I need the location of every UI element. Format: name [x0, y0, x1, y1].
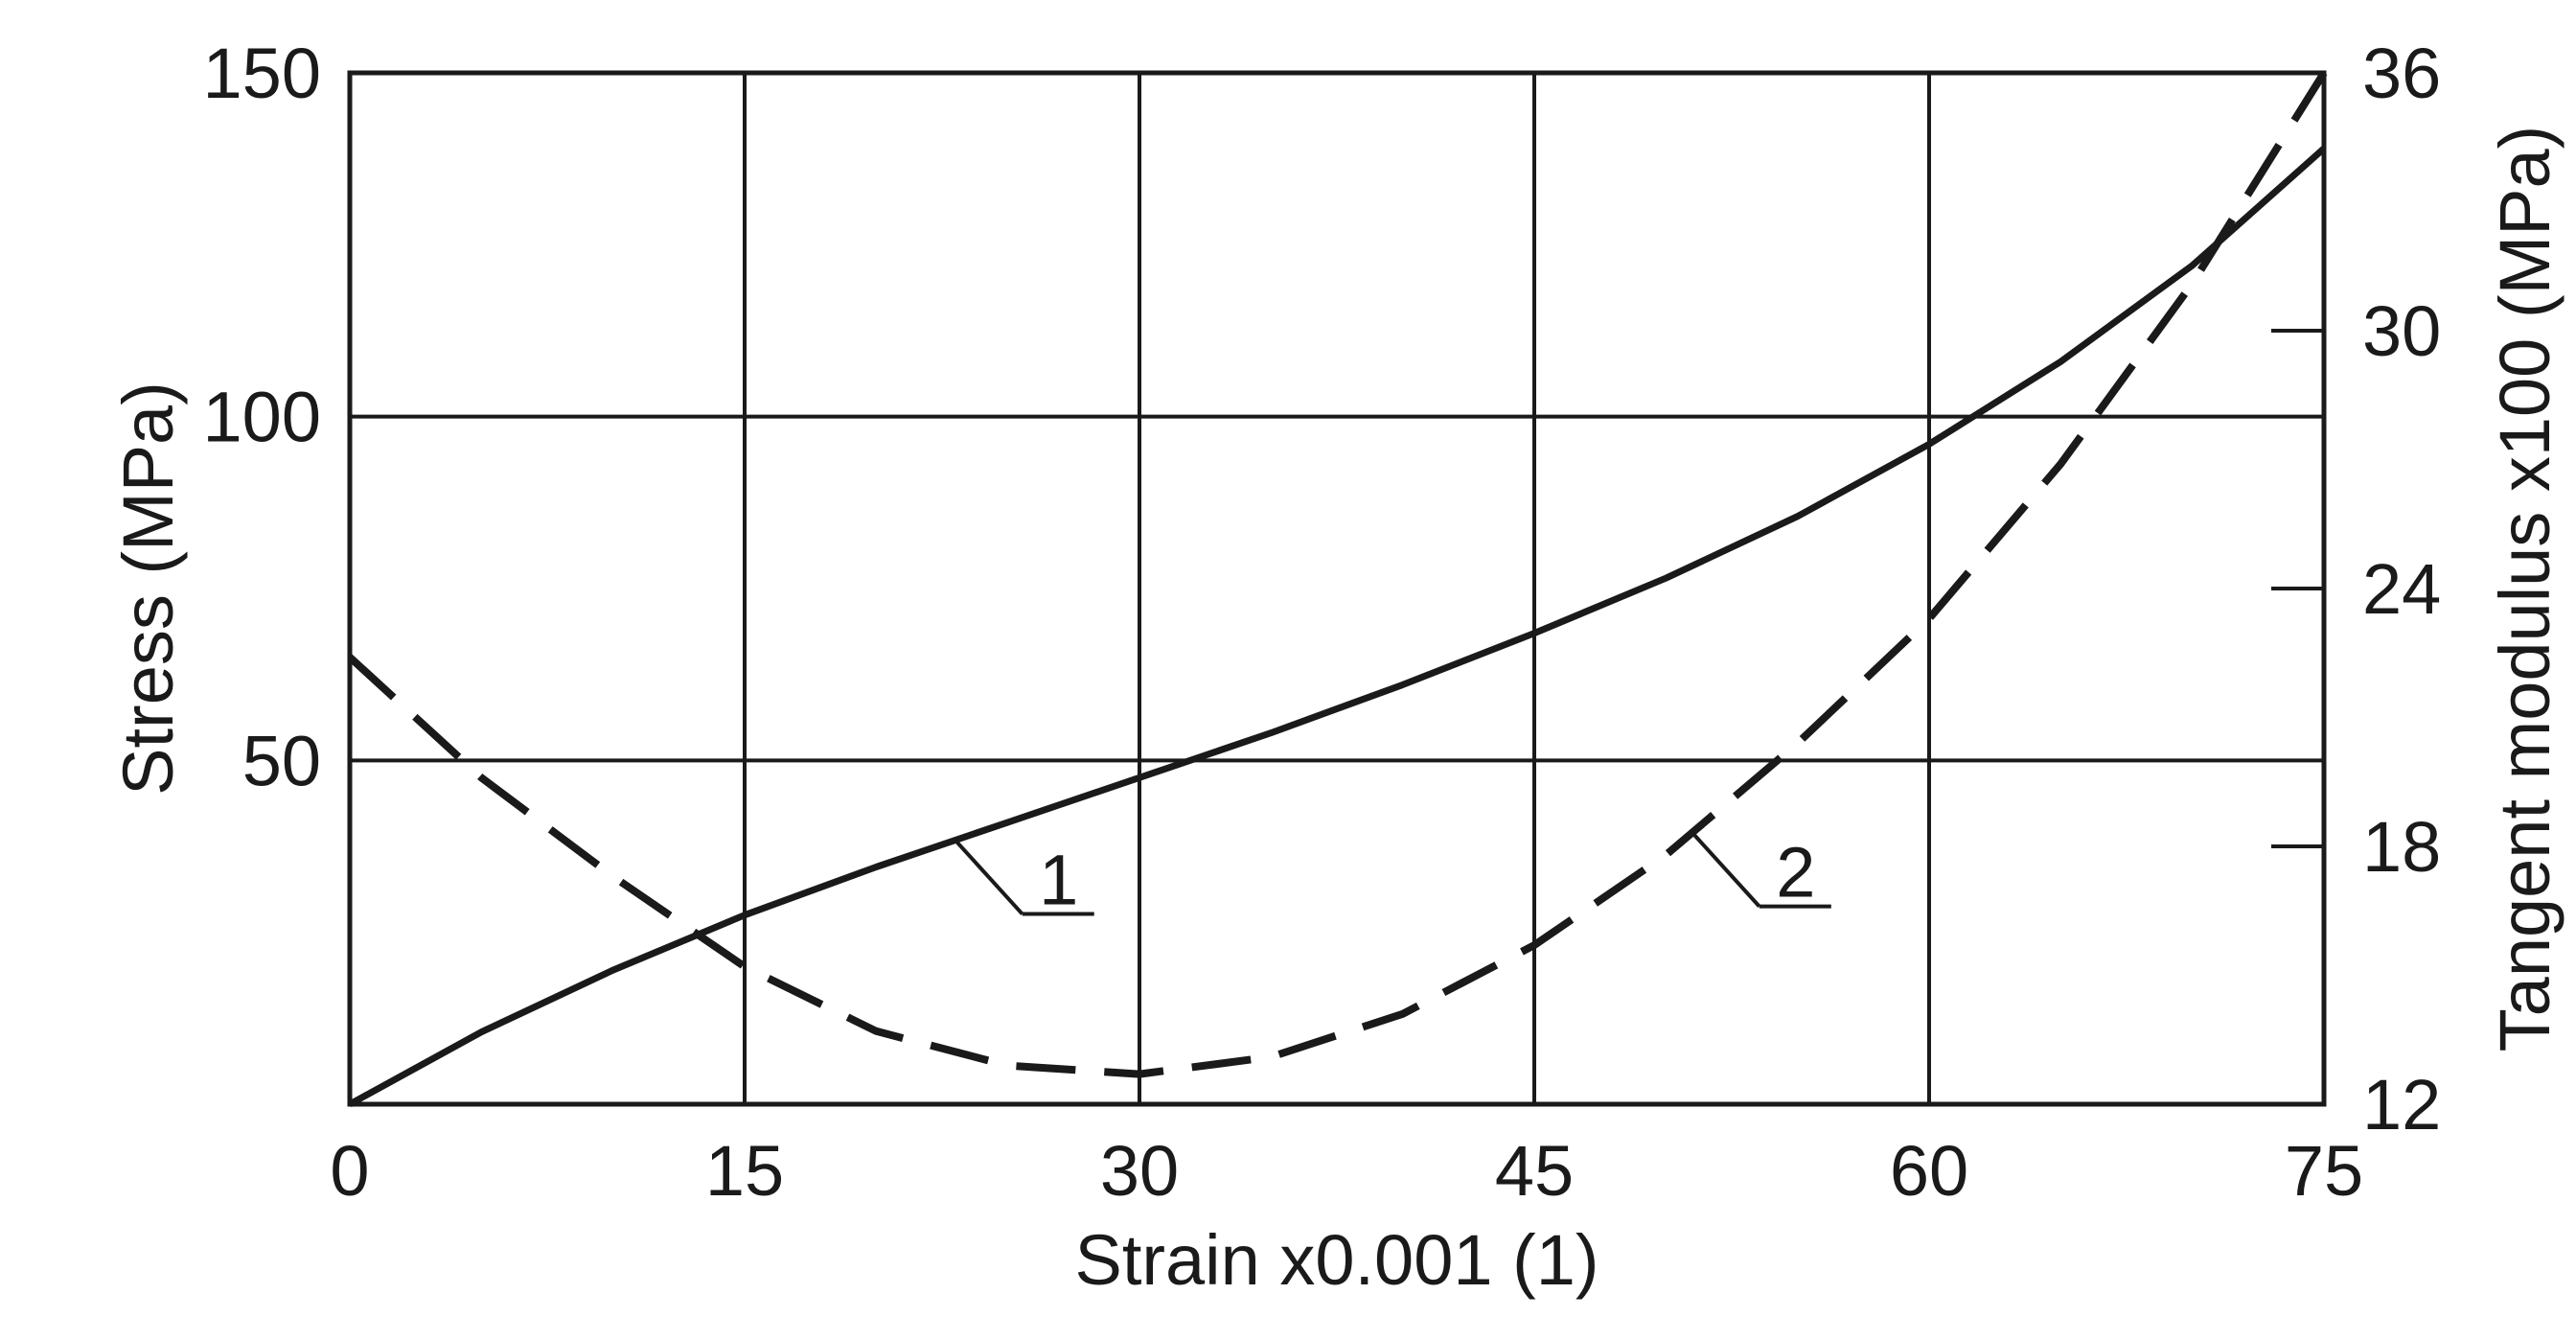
x-tick-label: 45: [1495, 1131, 1574, 1211]
x-tick-label: 75: [2285, 1131, 2363, 1211]
curve-2-leader: [1690, 831, 1761, 908]
x-tick-label: 15: [705, 1131, 784, 1211]
series-1-line: [348, 146, 2327, 1108]
x-tick-label: 30: [1100, 1131, 1179, 1211]
y-tick-label: 100: [203, 378, 321, 457]
y2-tick-label: 30: [2362, 291, 2441, 371]
y2-tick-label: 36: [2362, 34, 2441, 113]
x-tick-label: 0: [330, 1131, 369, 1211]
y-axis-title: Stress (MPa): [108, 381, 188, 796]
y2-tick-label: 24: [2362, 549, 2441, 629]
y2-axis-title: Tangent modulus x100 (MPa): [2485, 126, 2564, 1052]
series-layer: [347, 70, 2328, 1108]
y-tick-label: 150: [203, 34, 321, 113]
curve-1-label: 1: [1039, 841, 1078, 920]
curve-2-label: 2: [1776, 833, 1815, 913]
x-tick-label: 60: [1890, 1131, 1968, 1211]
series-2-line: [347, 70, 2328, 1078]
grid: [350, 73, 2324, 1104]
y-tick-label: 50: [242, 721, 321, 800]
x-axis-title: Strain x0.001 (1): [1074, 1220, 1598, 1300]
curve-1-leader: [954, 839, 1024, 915]
y2-tick-label: 12: [2362, 1065, 2441, 1144]
y2-tick-label: 18: [2362, 807, 2441, 887]
